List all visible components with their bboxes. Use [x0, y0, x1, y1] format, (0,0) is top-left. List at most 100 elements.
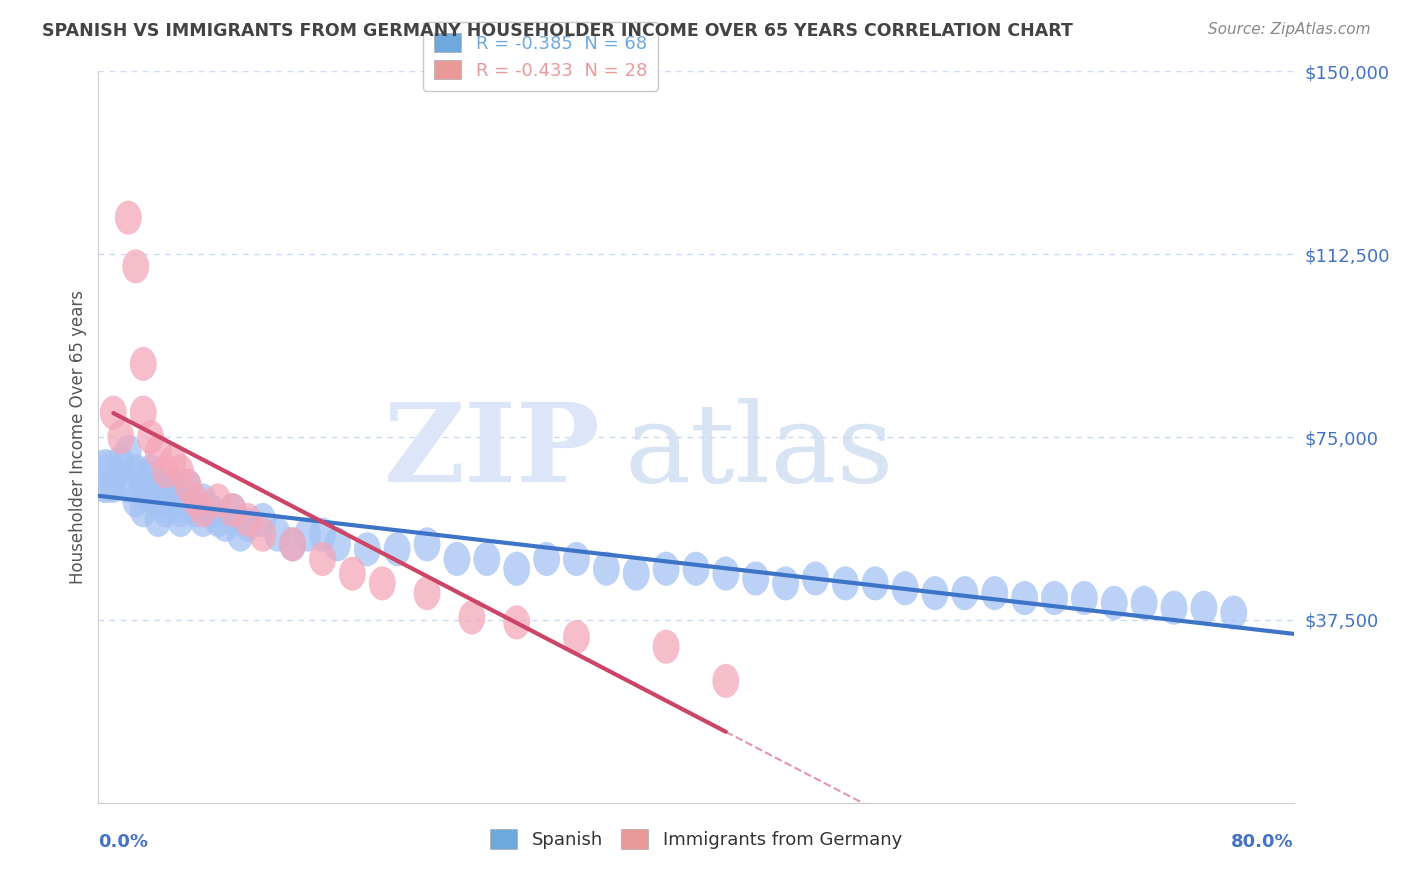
Ellipse shape: [219, 493, 246, 527]
Text: atlas: atlas: [624, 398, 894, 505]
Ellipse shape: [174, 483, 201, 517]
Ellipse shape: [593, 551, 620, 586]
Ellipse shape: [562, 542, 591, 576]
Ellipse shape: [368, 566, 395, 600]
Ellipse shape: [952, 576, 979, 610]
Ellipse shape: [235, 503, 262, 537]
Ellipse shape: [1160, 591, 1188, 624]
Ellipse shape: [323, 527, 352, 561]
Ellipse shape: [93, 454, 120, 488]
Ellipse shape: [152, 478, 179, 513]
Ellipse shape: [115, 201, 142, 235]
Ellipse shape: [152, 454, 179, 488]
Ellipse shape: [772, 566, 799, 600]
Ellipse shape: [1130, 586, 1157, 620]
Ellipse shape: [413, 527, 440, 561]
Ellipse shape: [167, 493, 194, 527]
Ellipse shape: [921, 576, 949, 610]
Ellipse shape: [533, 542, 560, 576]
Text: SPANISH VS IMMIGRANTS FROM GERMANY HOUSEHOLDER INCOME OVER 65 YEARS CORRELATION : SPANISH VS IMMIGRANTS FROM GERMANY HOUSE…: [42, 22, 1073, 40]
Ellipse shape: [183, 483, 209, 517]
Ellipse shape: [623, 557, 650, 591]
Ellipse shape: [122, 454, 149, 488]
Ellipse shape: [443, 542, 471, 576]
Ellipse shape: [167, 454, 194, 488]
Ellipse shape: [235, 508, 262, 542]
Ellipse shape: [249, 517, 276, 551]
Ellipse shape: [309, 542, 336, 576]
Ellipse shape: [652, 630, 679, 664]
Ellipse shape: [129, 396, 156, 430]
Ellipse shape: [174, 469, 201, 503]
Ellipse shape: [152, 493, 179, 527]
Ellipse shape: [713, 557, 740, 591]
Text: Source: ZipAtlas.com: Source: ZipAtlas.com: [1208, 22, 1371, 37]
Ellipse shape: [832, 566, 859, 600]
Ellipse shape: [160, 444, 187, 478]
Ellipse shape: [129, 469, 156, 503]
Ellipse shape: [309, 517, 336, 551]
Ellipse shape: [145, 469, 172, 503]
Ellipse shape: [145, 434, 172, 469]
Ellipse shape: [160, 469, 187, 503]
Ellipse shape: [384, 533, 411, 566]
Ellipse shape: [122, 483, 149, 517]
Ellipse shape: [294, 517, 321, 551]
Ellipse shape: [122, 250, 149, 284]
Ellipse shape: [190, 493, 217, 527]
Ellipse shape: [862, 566, 889, 600]
Ellipse shape: [129, 347, 156, 381]
Ellipse shape: [713, 664, 740, 698]
Ellipse shape: [1220, 596, 1247, 630]
Ellipse shape: [183, 493, 209, 527]
Ellipse shape: [503, 551, 530, 586]
Ellipse shape: [280, 527, 307, 561]
Ellipse shape: [1101, 586, 1128, 620]
Ellipse shape: [562, 620, 591, 654]
Ellipse shape: [249, 503, 276, 537]
Ellipse shape: [1071, 581, 1098, 615]
Ellipse shape: [742, 561, 769, 596]
Ellipse shape: [1191, 591, 1218, 624]
Ellipse shape: [981, 576, 1008, 610]
Text: 80.0%: 80.0%: [1230, 833, 1294, 851]
Ellipse shape: [652, 551, 679, 586]
Ellipse shape: [115, 434, 142, 469]
Ellipse shape: [115, 469, 142, 503]
Ellipse shape: [190, 503, 217, 537]
Ellipse shape: [190, 483, 217, 517]
Ellipse shape: [1040, 581, 1069, 615]
Ellipse shape: [145, 483, 172, 517]
Ellipse shape: [145, 503, 172, 537]
Text: ZIP: ZIP: [384, 398, 600, 505]
Ellipse shape: [100, 469, 127, 503]
Ellipse shape: [167, 503, 194, 537]
Ellipse shape: [129, 459, 156, 493]
Ellipse shape: [458, 600, 485, 634]
Ellipse shape: [264, 517, 291, 551]
Ellipse shape: [219, 493, 246, 527]
Ellipse shape: [138, 478, 165, 513]
Ellipse shape: [197, 493, 224, 527]
Ellipse shape: [138, 454, 165, 488]
Ellipse shape: [138, 420, 165, 454]
Ellipse shape: [354, 533, 381, 566]
Ellipse shape: [801, 561, 830, 596]
Ellipse shape: [413, 576, 440, 610]
Ellipse shape: [107, 444, 135, 478]
Ellipse shape: [474, 542, 501, 576]
Ellipse shape: [212, 508, 239, 542]
Ellipse shape: [107, 420, 135, 454]
Ellipse shape: [339, 557, 366, 591]
Text: 0.0%: 0.0%: [98, 833, 149, 851]
Ellipse shape: [204, 483, 232, 517]
Ellipse shape: [891, 571, 918, 606]
Ellipse shape: [129, 493, 156, 527]
Ellipse shape: [84, 450, 127, 503]
Ellipse shape: [226, 517, 254, 551]
Ellipse shape: [100, 396, 127, 430]
Ellipse shape: [1011, 581, 1038, 615]
Ellipse shape: [174, 469, 201, 503]
Legend: Spanish, Immigrants from Germany: Spanish, Immigrants from Germany: [479, 818, 912, 860]
Y-axis label: Householder Income Over 65 years: Householder Income Over 65 years: [69, 290, 87, 584]
